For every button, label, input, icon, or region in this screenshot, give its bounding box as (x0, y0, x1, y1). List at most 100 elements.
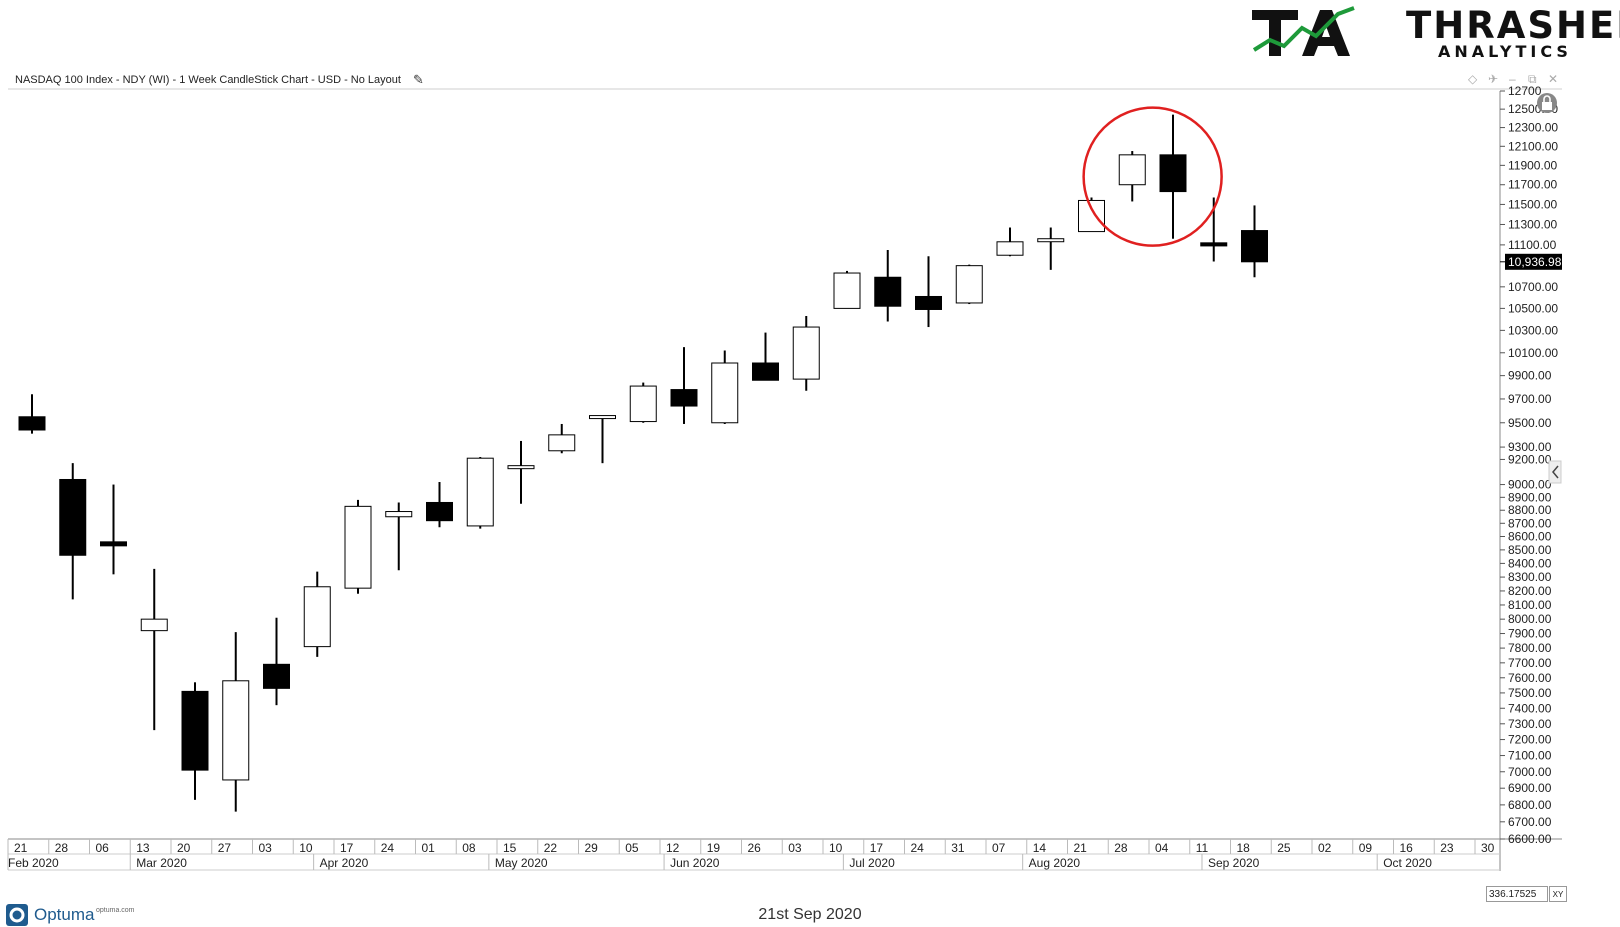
x-month-label: Sep 2020 (1208, 856, 1260, 870)
y-tick-label: 12100.00 (1508, 139, 1558, 153)
candle[interactable] (1241, 205, 1268, 278)
y-tick-label: 8400.00 (1508, 556, 1552, 570)
scale-value[interactable]: 336.17525 (1486, 886, 1548, 902)
candle[interactable] (670, 347, 698, 424)
y-tick-label: 12300.00 (1508, 121, 1558, 135)
collapse-arrow-icon[interactable] (1548, 460, 1562, 484)
candle-body (344, 505, 372, 589)
candle-body (1159, 154, 1187, 193)
y-tick-label: 6700.00 (1508, 815, 1552, 829)
y-tick-label: 7600.00 (1508, 671, 1552, 685)
minimize-icon[interactable]: – (1509, 72, 1516, 86)
candle[interactable] (792, 316, 820, 391)
candle-body (955, 265, 983, 304)
candle[interactable] (181, 682, 209, 800)
candle[interactable] (752, 332, 779, 381)
pin-icon[interactable]: ✈ (1488, 72, 1499, 86)
pencil-icon[interactable]: ✎ (413, 72, 424, 87)
candle-body (874, 276, 902, 307)
candle[interactable] (1118, 151, 1146, 202)
candle[interactable] (385, 502, 413, 571)
y-tick-label: 7100.00 (1508, 749, 1552, 763)
x-day-label: 24 (381, 841, 395, 855)
candle-body (1037, 238, 1065, 243)
candle[interactable] (507, 440, 535, 504)
y-tick-label: 11300.00 (1508, 217, 1557, 231)
x-day-label: 03 (788, 841, 802, 855)
x-day-label: 11 (1196, 841, 1209, 855)
x-day-label: 16 (1400, 841, 1414, 855)
candle[interactable] (344, 499, 372, 594)
x-day-label: 13 (136, 841, 150, 855)
candle[interactable] (833, 270, 861, 309)
x-day-label: 18 (1237, 841, 1251, 855)
y-tick-label: 6800.00 (1508, 798, 1552, 812)
brand-sub: ANALYTICS (1438, 42, 1572, 61)
restore-icon[interactable]: ⧉ (1528, 72, 1537, 86)
candle[interactable] (915, 256, 942, 328)
y-tick-label: 7200.00 (1508, 733, 1552, 747)
y-tick-label: 7700.00 (1508, 656, 1552, 670)
candle-body (1200, 242, 1228, 247)
lock-icon[interactable] (1537, 93, 1557, 113)
y-tick-label: 11900.00 (1508, 158, 1557, 172)
x-month-label: Apr 2020 (320, 856, 369, 870)
x-month-label: Jul 2020 (849, 856, 895, 870)
x-day-label: 15 (503, 841, 517, 855)
y-tick-label: 7300.00 (1508, 717, 1552, 731)
x-day-label: 01 (422, 841, 436, 855)
x-day-label: 21 (1074, 841, 1088, 855)
candle[interactable] (589, 415, 616, 464)
candle-body (915, 295, 942, 310)
x-day-label: 10 (299, 841, 313, 855)
x-month-label: Oct 2020 (1383, 856, 1432, 870)
candle[interactable] (303, 571, 331, 657)
x-month-label: Aug 2020 (1029, 856, 1081, 870)
diamond-icon[interactable]: ◇ (1468, 72, 1478, 86)
candle[interactable] (140, 568, 168, 731)
y-tick-label: 7500.00 (1508, 686, 1552, 700)
candle[interactable] (18, 394, 46, 434)
candle[interactable] (426, 482, 453, 528)
x-day-label: 06 (96, 841, 110, 855)
y-tick-label: 7000.00 (1508, 765, 1552, 779)
candle[interactable] (548, 423, 576, 454)
candle-body (426, 501, 453, 522)
y-tick-label: 8700.00 (1508, 516, 1552, 530)
candle[interactable] (629, 382, 657, 423)
candle[interactable] (263, 617, 290, 706)
last-price-label: 10,936.98 (1508, 255, 1562, 269)
x-day-label: 28 (55, 841, 69, 855)
candle-body (589, 415, 616, 420)
x-month-label: Feb 2020 (8, 856, 59, 870)
brand-name: THRASHER (1406, 4, 1620, 47)
candle[interactable] (996, 227, 1024, 257)
candle[interactable] (466, 456, 494, 529)
y-tick-label: 10700.00 (1508, 280, 1558, 294)
ta-logo-icon (1252, 6, 1355, 56)
x-day-label: 09 (1359, 841, 1373, 855)
x-day-label: 28 (1114, 841, 1128, 855)
close-icon[interactable]: ✕ (1548, 72, 1559, 86)
candle[interactable] (711, 350, 739, 424)
y-tick-label: 10100.00 (1508, 346, 1558, 360)
candle[interactable] (1078, 197, 1105, 233)
candle[interactable] (1159, 114, 1187, 239)
candle[interactable] (100, 484, 127, 575)
candle-body (711, 362, 739, 424)
vendor-name: Optuma (34, 905, 95, 924)
candle[interactable] (874, 250, 902, 322)
y-tick-label: 10500.00 (1508, 301, 1558, 315)
x-day-label: 19 (707, 841, 721, 855)
vendor-url[interactable]: optuma.com (96, 907, 135, 914)
candle[interactable] (1037, 227, 1065, 270)
x-day-label: 21 (14, 841, 28, 855)
scale-mode-button[interactable]: XY (1549, 886, 1567, 902)
x-day-label: 14 (1033, 841, 1047, 855)
candle[interactable] (222, 632, 250, 812)
x-month-label: Mar 2020 (136, 856, 187, 870)
candle[interactable] (59, 463, 87, 600)
candle[interactable] (955, 264, 983, 305)
y-tick-label: 12700 (1508, 84, 1542, 98)
